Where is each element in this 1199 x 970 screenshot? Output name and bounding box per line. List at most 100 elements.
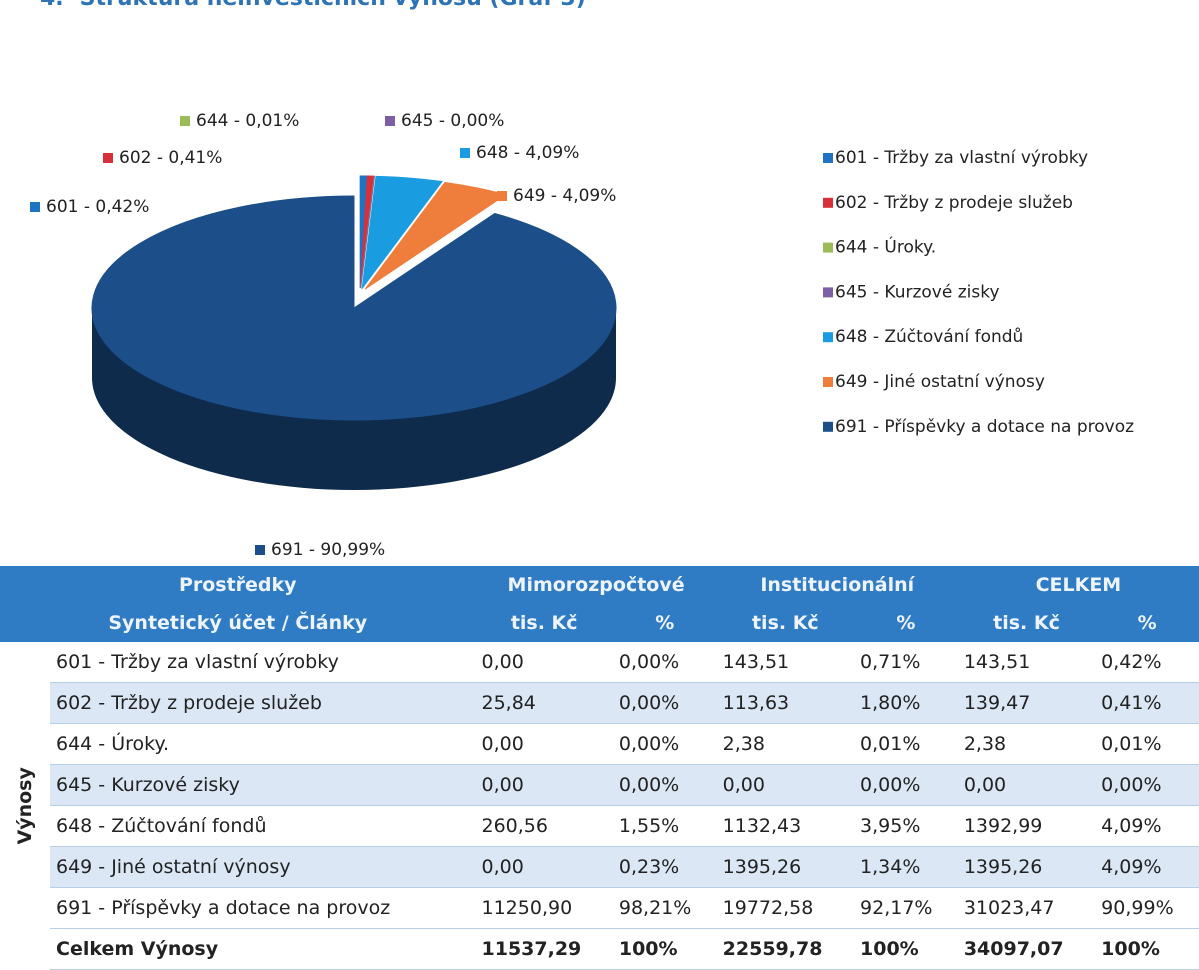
cell: 4,09%: [1095, 805, 1199, 847]
data-label: 649 - 4,09%: [513, 186, 616, 206]
cell: 2,38: [957, 723, 1096, 765]
cell: 4,09%: [1095, 846, 1199, 888]
sub-header: tis. Kč: [957, 604, 1096, 642]
cell: 0,71%: [854, 642, 958, 683]
group: CELKEM: [957, 566, 1199, 604]
legend-label: 649 - Jiné ostatní výnosy: [835, 372, 1045, 392]
heading-title: Struktura neinvestičních výnosů (Graf 3): [80, 0, 586, 11]
cell: 1,80%: [854, 682, 958, 724]
legend-label: 644 - Úroky.: [835, 236, 936, 258]
cell: 31023,47: [957, 887, 1096, 929]
sub-header: tis. Kč: [475, 604, 613, 642]
cell: 100%: [612, 928, 717, 970]
row-label: 691 - Příspěvky a dotace na provoz: [50, 887, 476, 929]
cell: 19772,58: [716, 887, 855, 929]
row-label: Celkem Výnosy: [50, 928, 476, 970]
legend-label: 691 - Příspěvky a dotace na provoz: [835, 417, 1134, 437]
cell: 0,00%: [1095, 764, 1199, 806]
group: Mimorozpočtové: [475, 566, 717, 604]
table: Prostředky Mimorozpočtové Institucionální C…: [0, 566, 1199, 970]
section-label: Výnosy: [14, 767, 36, 845]
cell: 0,00: [475, 723, 613, 765]
row: 648 - Zúčtování fondů 260,56 1,55% 1132,43 3…: [0, 805, 1199, 847]
cell: 98,21%: [612, 887, 717, 929]
cell: 143,51: [716, 642, 855, 683]
legend-swatch: [823, 153, 833, 163]
data-label: 644 - 0,01%: [196, 111, 299, 131]
cell: 0,00%: [612, 642, 717, 683]
row: Výnosy 601 - Tržby za vlastní výrobky 0,00…: [0, 642, 1199, 844]
row-label: 648 - Zúčtování fondů: [50, 805, 476, 847]
cell: 11250,90: [475, 887, 613, 929]
cell: 92,17%: [854, 887, 958, 929]
label-swatch: [30, 202, 40, 212]
pie-slice: [361, 175, 443, 291]
pie-side: [92, 308, 616, 490]
cell: 0,00%: [612, 723, 717, 765]
data-label: 602 - 0,41%: [119, 148, 222, 168]
cell: 1395,26: [716, 846, 855, 888]
cell: 11537,29: [475, 928, 613, 970]
row: 649 - Jiné ostatní výnosy 0,00 0,23% 1395,2…: [0, 846, 1199, 888]
cell: 0,41%: [1095, 682, 1199, 724]
row-label: 649 - Jiné ostatní výnosy: [50, 846, 476, 888]
cell: 0,00%: [612, 682, 717, 724]
cell: 143,51: [957, 642, 1096, 683]
legend-label: 645 - Kurzové zisky: [835, 282, 1000, 302]
heading-number: 4.: [40, 0, 64, 11]
group: Institucionální: [716, 566, 958, 604]
label-swatch: [497, 191, 507, 201]
label-swatch: [385, 116, 395, 126]
cell: 34097,07: [957, 928, 1096, 970]
sub-header: %: [854, 604, 958, 642]
cell: 0,00%: [854, 764, 958, 806]
cell: 2,38: [716, 723, 855, 765]
legend-label: 602 - Tržby z prodeje služeb: [835, 193, 1073, 213]
cell: 3,95%: [854, 805, 958, 847]
cell: 1395,26: [957, 846, 1096, 888]
header-left: Syntetický účet / Články: [0, 604, 476, 642]
legend-label: 601 - Tržby za vlastní výrobky: [835, 148, 1088, 168]
legend-swatch: [823, 332, 833, 343]
data-label: 648 - 4,09%: [476, 143, 579, 163]
cell: 100%: [1095, 928, 1199, 970]
cell: 1392,99: [957, 805, 1096, 847]
legend-label: 648 - Zúčtování fondů: [835, 327, 1023, 347]
legend-swatch: [823, 421, 833, 432]
cell: 0,00: [475, 846, 613, 888]
cell: 0,00%: [612, 764, 717, 806]
sub-header: tis. Kč: [716, 604, 855, 642]
legend-swatch: [823, 377, 833, 387]
heading: 4. Struktura neinvestičních výnosů (Graf …: [40, 0, 602, 11]
data-label: 691 - 90,99%: [271, 540, 385, 560]
label-swatch: [460, 148, 470, 158]
cell: 113,63: [716, 682, 855, 724]
cell: 0,00: [475, 642, 613, 683]
chart: 601 - 0,42% 602 - 0,41% 644 - 0,01% 645 - 0…: [30, 111, 1134, 560]
row: 691 - Příspěvky a dotace na provoz 11250,…: [0, 887, 1199, 929]
cell: 0,00: [716, 764, 855, 806]
cell: 0,23%: [612, 846, 717, 888]
pie-slice: [91, 195, 617, 421]
row: 644 - Úroky. 0,00 0,00% 2,38 0,01% 2,38 0,01%: [0, 723, 1199, 765]
header-top: Prostředky: [0, 566, 476, 604]
sub-header: %: [612, 604, 717, 642]
cell: 100%: [854, 928, 958, 970]
data-label: 601 - 0,42%: [46, 197, 149, 217]
cell: 1132,43: [716, 805, 855, 847]
legend-swatch: [823, 197, 833, 208]
row-label: 644 - Úroky.: [50, 723, 476, 765]
cell: 139,47: [957, 682, 1096, 724]
cell: 90,99%: [1095, 887, 1199, 929]
cell: 25,84: [475, 682, 613, 724]
cell: 0,01%: [854, 723, 958, 765]
legend-swatch: [823, 242, 833, 253]
legend-swatch: [823, 287, 833, 298]
row: Celkem Výnosy 11537,29 100% 22559,78 100% 340…: [0, 928, 1199, 970]
cell: 0,42%: [1095, 642, 1199, 683]
data-label: 645 - 0,00%: [401, 111, 504, 131]
row: 645 - Kurzové zisky 0,00 0,00% 0,00 0,00% 0,0…: [0, 764, 1199, 806]
cell: 260,56: [475, 805, 613, 847]
sub-header: %: [1095, 604, 1199, 642]
